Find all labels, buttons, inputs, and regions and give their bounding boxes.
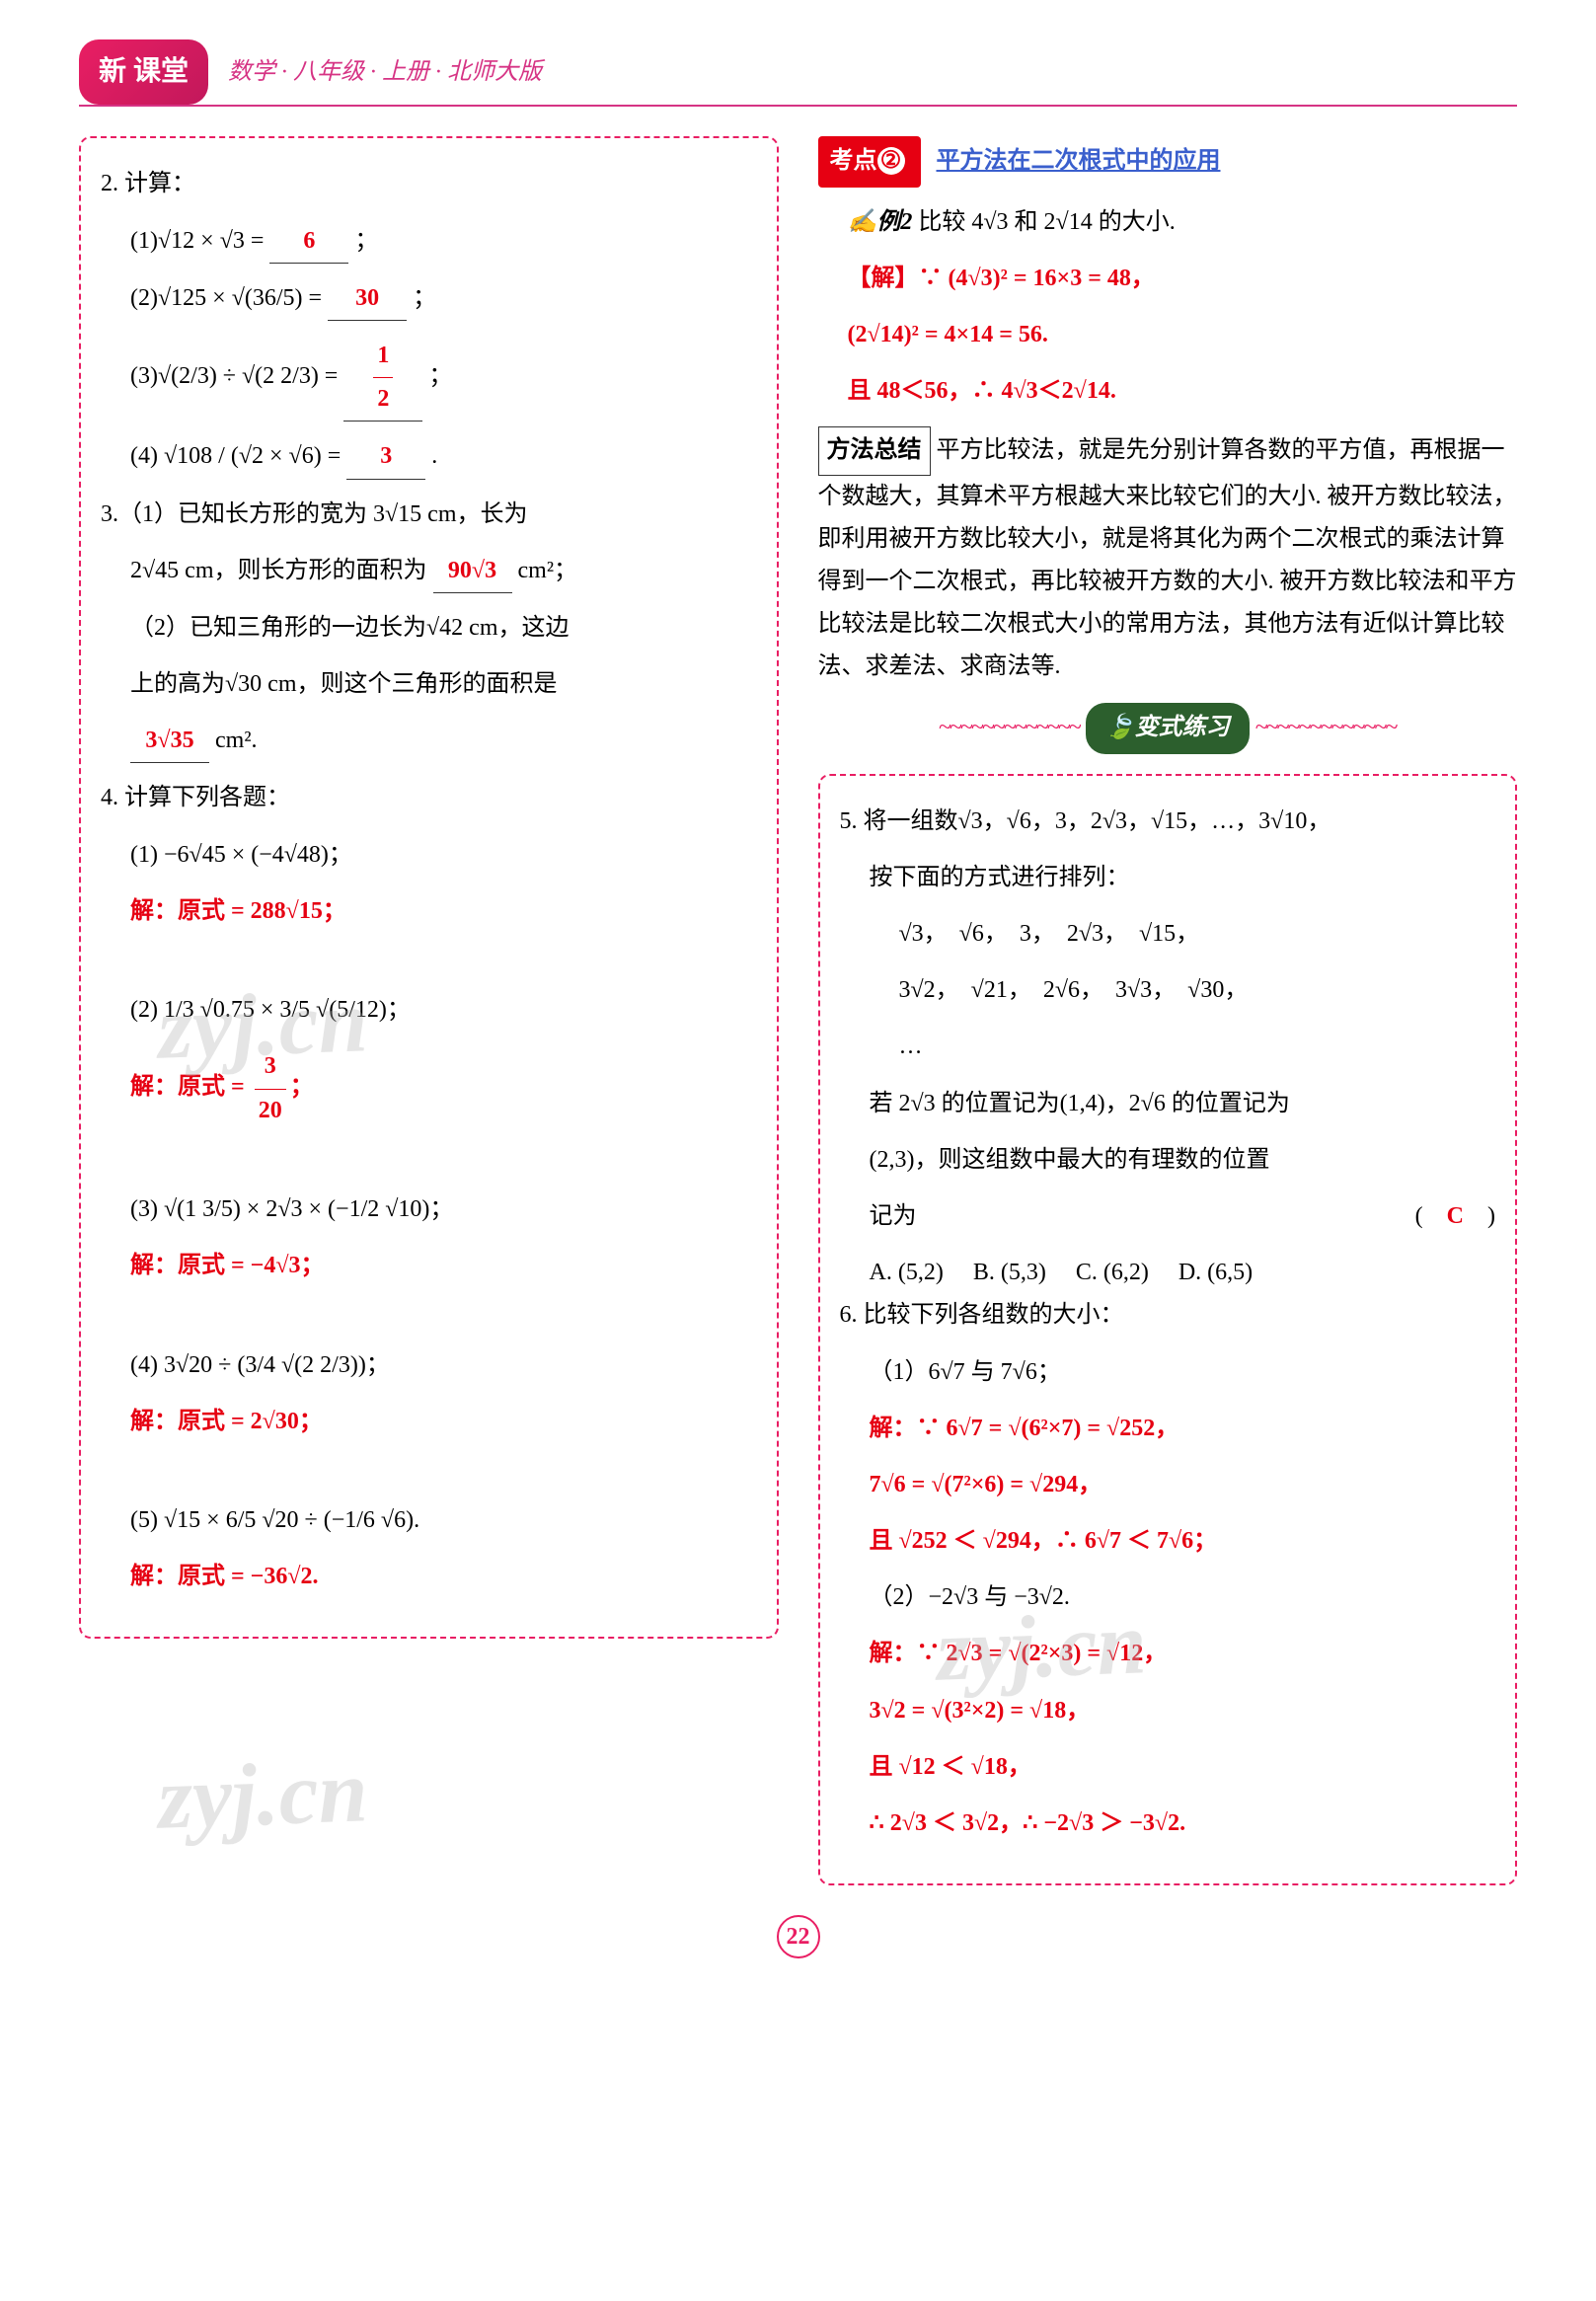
answer: 12: [343, 335, 422, 422]
right-column: zyj.cn 考点② 平方法在二次根式中的应用 ✍例2 比较 4√3 和 2√1…: [818, 136, 1518, 1885]
q6-1s3: 且 √252 ＜ √294，∴ 6√7 ＜ 7√6；: [870, 1520, 1496, 1563]
expr: (1)√12 × √3 =: [130, 228, 264, 254]
q2-1: (1)√12 × √3 = 6 ；: [130, 220, 757, 264]
q3-2a: （2）已知三角形的一边长为√42 cm，这边: [130, 607, 757, 650]
choice-b: B. (5,3): [973, 1252, 1046, 1294]
q3-1a: 3.（1）已知长方形的宽为 3√15 cm，长为: [101, 494, 757, 536]
q4-4-expr: (4) 3√20 ÷ (3/4 √(2 2/3))；: [130, 1344, 757, 1387]
text: 2√45 cm，则长方形的面积为: [130, 558, 427, 583]
left-column: zyj.cn zyj.cn 2. 计算： (1)√12 × √3 = 6 ； (…: [79, 136, 779, 1885]
q4-1-expr: (1) −6√45 × (−4√48)；: [130, 834, 757, 877]
q4-3-expr: (3) √(1 3/5) × 2√3 × (−1/2 √10)；: [130, 1189, 757, 1231]
content-columns: zyj.cn zyj.cn 2. 计算： (1)√12 × √3 = 6 ； (…: [79, 136, 1517, 1885]
q6-2q: （2）−2√3 与 −3√2.: [870, 1576, 1496, 1619]
tail: .: [431, 443, 437, 469]
q4-2-expr: (2) 1/3 √0.75 × 3/5 √(5/12)；: [130, 989, 757, 1032]
q6-title: 6. 比较下列各组数的大小：: [840, 1294, 1496, 1337]
q4-5-expr: (5) √15 × 6/5 √20 ÷ (−1/6 √6).: [130, 1499, 757, 1542]
page-number-container: 22: [79, 1915, 1517, 1958]
choice-d: D. (6,5): [1178, 1252, 1253, 1294]
page-number: 22: [777, 1915, 820, 1958]
q6-1q: （1）6√7 与 7√6；: [870, 1351, 1496, 1394]
answer: 3: [346, 435, 425, 479]
q5-l3: 若 2√3 的位置记为(1,4)，2√6 的位置记为: [870, 1083, 1496, 1125]
kaodian-number: ②: [877, 147, 905, 175]
left-box: zyj.cn zyj.cn 2. 计算： (1)√12 × √3 = 6 ； (…: [79, 136, 779, 1639]
kaodian-label: 考点: [830, 148, 877, 174]
answer: 90√3: [433, 550, 512, 593]
example-num: 例2: [876, 209, 912, 235]
variant-label: 变式练习: [1135, 715, 1230, 740]
variant-header: 🍃变式练习: [818, 703, 1518, 753]
expr: (2)√125 × √(36/5) =: [130, 285, 322, 311]
q6-2s3: 且 √12 ＜ √18，: [870, 1746, 1496, 1789]
answer: 6: [269, 220, 348, 264]
tail: ；: [354, 228, 378, 254]
sol-text: ∵ (4√3)² = 16×3 = 48，: [919, 266, 1155, 291]
q5-l2: 按下面的方式进行排列：: [870, 857, 1496, 899]
q6-2s4: ∴ 2√3 ＜ 3√2，∴ −2√3 ＞ −3√2.: [870, 1802, 1496, 1845]
q2-2: (2)√125 × √(36/5) = 30 ；: [130, 277, 757, 321]
q5-r3: …: [899, 1026, 1496, 1068]
sol-label: 【解】: [848, 266, 919, 291]
expr: (4) √108 / (√2 × √6) =: [130, 443, 341, 469]
kaodian-badge: 考点②: [818, 136, 921, 187]
method-label: 方法总结: [818, 426, 931, 475]
q4-2-sol: 解：原式 = 320；: [130, 1045, 757, 1131]
q5-l5: 记为 ( C ): [870, 1195, 1496, 1238]
q3-2b: 上的高为√30 cm，则这个三角形的面积是: [130, 663, 757, 706]
q4-5-sol: 解：原式 = −36√2.: [130, 1556, 757, 1598]
q6-1s1: 解：∵ 6√7 = √(6²×7) = √252，: [870, 1408, 1496, 1450]
q4-4-sol: 解：原式 = 2√30；: [130, 1401, 757, 1443]
text: 记为: [870, 1203, 917, 1229]
unit: cm².: [215, 728, 258, 753]
method-row: 方法总结 平方比较法，就是先分别计算各数的平方值，再根据一个数越大，其算术平方根…: [818, 426, 1518, 688]
q2-3: (3)√(2/3) ÷ √(2 2/3) = 12 ；: [130, 335, 757, 422]
example-row: ✍例2 比较 4√3 和 2√14 的大小.: [848, 201, 1518, 244]
tail: ；: [413, 285, 436, 311]
q5-r2: 3√2， √21， 2√6， 3√3， √30，: [899, 969, 1496, 1012]
header-subtitle: 数学 · 八年级 · 上册 · 北师大版: [228, 51, 542, 94]
q6-2s2: 3√2 = √(3²×2) = √18，: [870, 1690, 1496, 1732]
header-badge: 新 课堂: [79, 39, 208, 105]
sol-line3: 且 48＜56，∴ 4√3＜2√14.: [848, 370, 1518, 413]
q3-1b: 2√45 cm，则长方形的面积为 90√3 cm²；: [130, 550, 757, 593]
variant-badge: 🍃变式练习: [1086, 703, 1250, 753]
q6-2s1: 解：∵ 2√3 = √(2²×3) = √12，: [870, 1633, 1496, 1675]
watermark-icon: zyj.cn: [155, 1713, 370, 1879]
choice-a: A. (5,2): [870, 1252, 944, 1294]
q3-2ans: 3√35 cm².: [130, 720, 757, 763]
tail: ；: [428, 363, 452, 389]
example-text: 比较 4√3 和 2√14 的大小.: [918, 209, 1175, 235]
q5-answer: C: [1447, 1203, 1464, 1229]
right-box: 5. 将一组数√3，√6，3，2√3，√15，…，3√10， 按下面的方式进行排…: [818, 774, 1518, 1886]
page-header: 新 课堂 数学 · 八年级 · 上册 · 北师大版: [79, 39, 1517, 107]
q4-3-sol: 解：原式 = −4√3；: [130, 1245, 757, 1287]
q4-1-sol: 解：原式 = 288√15；: [130, 890, 757, 933]
q5-choices: A. (5,2) B. (5,3) C. (6,2) D. (6,5): [870, 1252, 1496, 1294]
unit: cm²；: [518, 558, 578, 583]
choice-c: C. (6,2): [1076, 1252, 1149, 1294]
answer: 3√35: [130, 720, 209, 763]
example-tag: ✍例2: [848, 209, 913, 235]
q5-l1: 5. 将一组数√3，√6，3，2√3，√15，…，3√10，: [840, 801, 1496, 843]
sol-line1: 【解】∵ (4√3)² = 16×3 = 48，: [848, 258, 1518, 300]
answer: 30: [328, 277, 407, 321]
kaodian-row: 考点② 平方法在二次根式中的应用: [818, 136, 1518, 187]
kaodian-title: 平方法在二次根式中的应用: [937, 148, 1221, 174]
q6-1s2: 7√6 = √(7²×6) = √294，: [870, 1464, 1496, 1506]
sol-line2: (2√14)² = 4×14 = 56.: [848, 314, 1518, 356]
expr: (3)√(2/3) ÷ √(2 2/3) =: [130, 363, 338, 389]
q2-title: 2. 计算：: [101, 163, 757, 205]
q5-r1: √3， √6， 3， 2√3， √15，: [899, 913, 1496, 956]
q2-4: (4) √108 / (√2 × √6) = 3 .: [130, 435, 757, 479]
q5-l4: (2,3)，则这组数中最大的有理数的位置: [870, 1139, 1496, 1182]
q4-title: 4. 计算下列各题：: [101, 777, 757, 819]
